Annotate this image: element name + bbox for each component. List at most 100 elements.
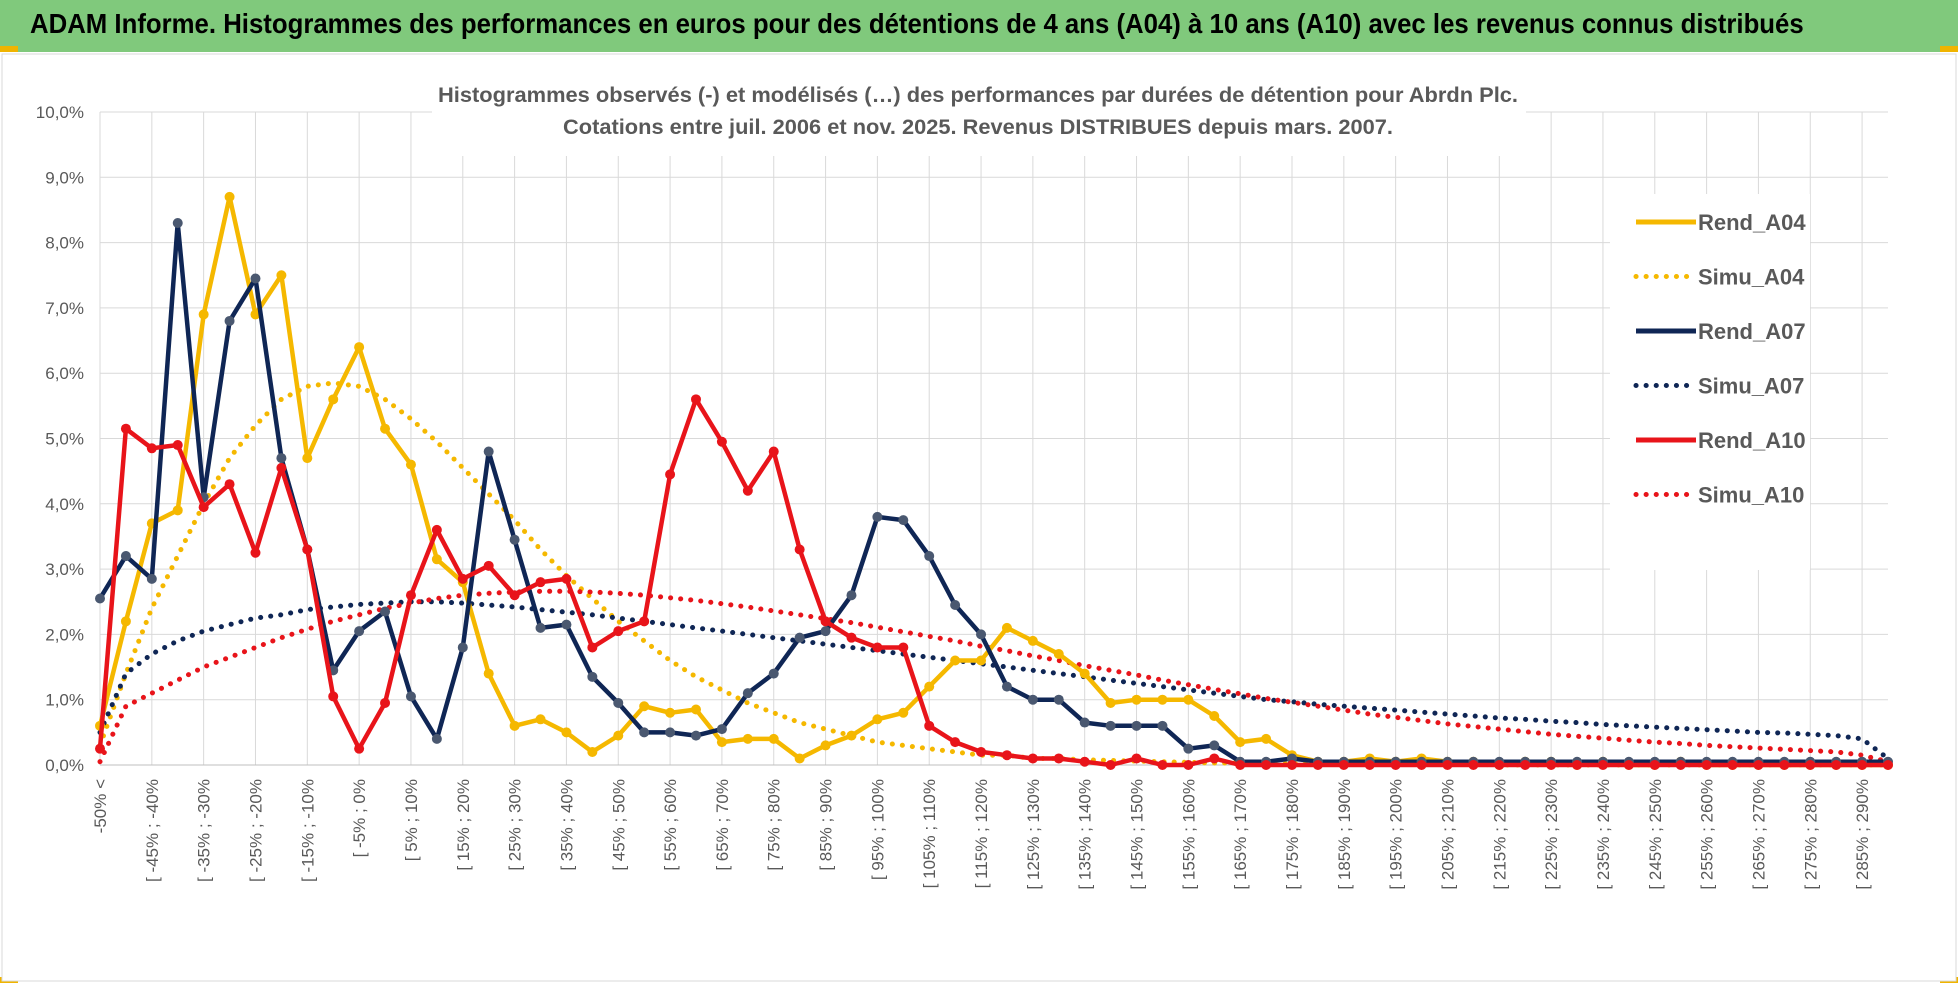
x-tick-label: [ 115% ; 120% <box>972 779 991 888</box>
line-chart: 0,0% 1,0% 2,0% 3,0% 4,0% 5,0% 6,0% 7,0% 8,0% 9,0%… <box>1 53 1957 982</box>
data-point <box>250 273 261 284</box>
data-point <box>561 619 572 630</box>
data-point <box>483 668 494 679</box>
page-title: ADAM Informe. Histogrammes des performan… <box>30 8 1804 39</box>
data-point <box>976 655 987 666</box>
x-tick-label: [ 195% ; 200% <box>1387 779 1406 890</box>
data-point <box>1235 737 1246 748</box>
data-point <box>587 642 598 653</box>
data-point <box>146 443 157 454</box>
data-point <box>613 697 624 708</box>
data-point <box>1183 760 1194 770</box>
data-point <box>846 590 857 601</box>
chart-subtitle: Cotations entre juil. 2006 et nov. 2025.… <box>563 116 1393 139</box>
data-point <box>172 440 183 451</box>
data-point <box>561 727 572 738</box>
legend-label-rend_a04: Rend_A04 <box>1698 210 1806 235</box>
data-point <box>224 315 235 326</box>
data-point <box>1131 694 1142 705</box>
data-point <box>1572 760 1583 770</box>
chart-area: 0,0% 1,0% 2,0% 3,0% 4,0% 5,0% 6,0% 7,0% 8,0% 9,0%… <box>0 52 1958 983</box>
corner-mark <box>0 46 18 52</box>
data-point <box>1312 760 1323 770</box>
x-tick-label: [ -25% ; -20% <box>246 779 265 882</box>
header-bar: ADAM Informe. Histogrammes des performan… <box>0 0 1958 52</box>
data-point <box>276 462 287 473</box>
data-point <box>872 714 883 725</box>
chart-title: Histogrammes observés (-) et modélisés (… <box>438 84 1518 107</box>
data-point <box>742 485 753 496</box>
data-point <box>587 746 598 757</box>
data-point <box>250 547 261 558</box>
data-point <box>1209 740 1220 751</box>
data-point <box>1157 694 1168 705</box>
data-point <box>613 626 624 637</box>
data-point <box>1261 733 1272 744</box>
data-point <box>250 309 261 320</box>
x-tick-label: [ 215% ; 220% <box>1490 779 1509 890</box>
x-tick-label: [ -5% ; 0% <box>350 779 369 857</box>
data-point <box>1209 711 1220 722</box>
data-point <box>716 737 727 748</box>
x-tick-label: [ 155% ; 160% <box>1179 779 1198 890</box>
y-tick-label: 3,0% <box>45 560 84 579</box>
data-point <box>1831 760 1842 770</box>
data-point <box>950 737 961 748</box>
data-point <box>691 704 701 715</box>
data-point <box>742 733 753 744</box>
data-point <box>224 479 235 490</box>
data-point <box>794 753 805 764</box>
x-tick-label: [ 45% ; 50% <box>609 779 628 871</box>
data-point <box>768 446 779 457</box>
legend-bg <box>1610 194 1810 570</box>
data-point <box>302 544 313 555</box>
data-point <box>665 707 676 718</box>
data-point <box>716 724 727 735</box>
data-point <box>224 191 235 202</box>
data-point <box>146 573 157 584</box>
data-point <box>1468 760 1479 770</box>
data-point <box>898 707 909 718</box>
data-point <box>794 544 805 555</box>
data-point <box>898 515 909 526</box>
data-point <box>380 697 391 708</box>
y-tick-label: 5,0% <box>45 430 84 449</box>
data-point <box>276 453 287 464</box>
data-point <box>1883 760 1893 770</box>
y-tick-label: 7,0% <box>45 299 84 318</box>
data-point <box>535 577 546 588</box>
data-point <box>872 511 883 522</box>
data-point <box>1727 760 1738 770</box>
x-tick-label: [ 55% ; 60% <box>661 779 680 871</box>
data-point <box>639 701 650 712</box>
data-point <box>1183 743 1194 754</box>
data-point <box>950 600 961 611</box>
x-tick-label: [ 25% ; 30% <box>506 779 525 871</box>
data-point <box>820 616 831 627</box>
legend-label-simu_a10: Simu_A10 <box>1698 483 1804 508</box>
data-point <box>483 446 494 457</box>
data-point <box>976 629 987 640</box>
data-point <box>1779 760 1790 770</box>
data-point <box>1442 760 1453 770</box>
data-point <box>457 642 468 653</box>
x-tick-label: [ 175% ; 180% <box>1283 779 1302 890</box>
data-point <box>1079 717 1090 728</box>
x-tick-label: [ -35% ; -30% <box>195 779 214 882</box>
data-point <box>898 642 909 653</box>
data-point <box>1027 635 1038 646</box>
data-point <box>716 436 727 447</box>
data-point <box>768 668 779 679</box>
data-point <box>846 632 857 643</box>
data-point <box>1520 760 1531 770</box>
data-point <box>1623 760 1634 770</box>
x-tick-label: [ 105% ; 110% <box>920 779 939 888</box>
y-tick-label: 6,0% <box>45 364 84 383</box>
data-point <box>535 714 546 725</box>
data-point <box>1027 694 1038 705</box>
data-point <box>1649 760 1660 770</box>
data-point <box>976 746 987 757</box>
data-point <box>691 730 701 741</box>
legend-label-simu_a04: Simu_A04 <box>1698 265 1805 290</box>
data-point <box>328 394 339 405</box>
